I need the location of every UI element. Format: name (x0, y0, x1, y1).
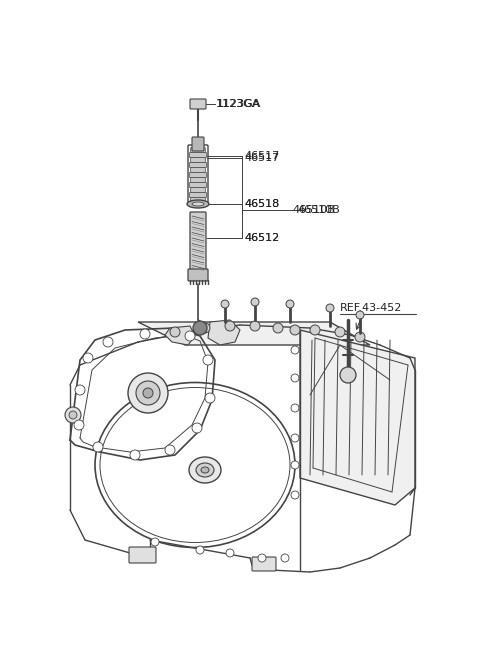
Circle shape (291, 461, 299, 469)
Circle shape (170, 327, 180, 337)
Circle shape (130, 450, 140, 460)
Text: 1123GA: 1123GA (216, 99, 260, 109)
Circle shape (205, 393, 215, 403)
Circle shape (326, 304, 334, 312)
Circle shape (286, 300, 294, 308)
Polygon shape (300, 330, 415, 505)
Circle shape (273, 323, 283, 333)
Polygon shape (138, 322, 370, 345)
Circle shape (192, 423, 202, 433)
FancyBboxPatch shape (191, 157, 205, 163)
Circle shape (226, 549, 234, 557)
Text: 46512: 46512 (244, 233, 279, 243)
Circle shape (250, 321, 260, 331)
Circle shape (251, 298, 259, 306)
Circle shape (93, 442, 103, 452)
Circle shape (290, 325, 300, 335)
Ellipse shape (95, 382, 295, 548)
Circle shape (200, 323, 210, 333)
Polygon shape (208, 320, 240, 345)
Text: 46512: 46512 (244, 233, 279, 243)
Ellipse shape (187, 200, 209, 208)
Text: 1123GA: 1123GA (217, 99, 262, 109)
Ellipse shape (189, 457, 221, 483)
Ellipse shape (192, 202, 204, 206)
Circle shape (103, 337, 113, 347)
FancyBboxPatch shape (192, 137, 204, 151)
Circle shape (356, 311, 364, 319)
FancyBboxPatch shape (190, 99, 206, 109)
Circle shape (281, 554, 289, 562)
Text: 46510B: 46510B (292, 205, 335, 215)
Ellipse shape (100, 388, 290, 543)
Circle shape (340, 367, 356, 383)
Text: 46517: 46517 (244, 153, 279, 163)
Circle shape (69, 411, 77, 419)
Text: REF.43-452: REF.43-452 (340, 303, 402, 313)
FancyBboxPatch shape (190, 163, 206, 167)
Circle shape (221, 300, 229, 308)
FancyBboxPatch shape (191, 197, 205, 203)
Circle shape (310, 325, 320, 335)
Circle shape (335, 327, 345, 337)
Circle shape (193, 321, 207, 335)
Polygon shape (165, 326, 195, 345)
FancyBboxPatch shape (190, 192, 206, 197)
Ellipse shape (201, 467, 209, 473)
Circle shape (128, 373, 168, 413)
FancyBboxPatch shape (191, 148, 205, 152)
FancyBboxPatch shape (190, 152, 206, 157)
Circle shape (143, 388, 153, 398)
Circle shape (74, 420, 84, 430)
Text: 46517: 46517 (244, 151, 279, 161)
Circle shape (196, 546, 204, 554)
Circle shape (185, 331, 195, 341)
FancyBboxPatch shape (191, 167, 205, 173)
FancyBboxPatch shape (190, 173, 206, 178)
Circle shape (151, 538, 159, 546)
Circle shape (291, 404, 299, 412)
Circle shape (291, 346, 299, 354)
Circle shape (136, 381, 160, 405)
Circle shape (203, 355, 213, 365)
FancyBboxPatch shape (191, 188, 205, 192)
Circle shape (83, 353, 93, 363)
Circle shape (75, 385, 85, 395)
Ellipse shape (196, 463, 214, 477)
Circle shape (65, 407, 81, 423)
Text: 46518: 46518 (244, 199, 279, 209)
Circle shape (291, 491, 299, 499)
Circle shape (165, 445, 175, 455)
Circle shape (258, 554, 266, 562)
FancyBboxPatch shape (129, 547, 156, 563)
Circle shape (291, 434, 299, 442)
Ellipse shape (193, 104, 203, 108)
FancyBboxPatch shape (191, 178, 205, 182)
Circle shape (355, 332, 365, 342)
FancyBboxPatch shape (252, 557, 276, 571)
Circle shape (140, 329, 150, 339)
FancyBboxPatch shape (188, 269, 208, 281)
Text: 46518: 46518 (244, 199, 279, 209)
Circle shape (225, 321, 235, 331)
FancyBboxPatch shape (190, 182, 206, 188)
Text: 46510B: 46510B (297, 205, 340, 215)
FancyBboxPatch shape (190, 212, 206, 271)
Circle shape (291, 374, 299, 382)
